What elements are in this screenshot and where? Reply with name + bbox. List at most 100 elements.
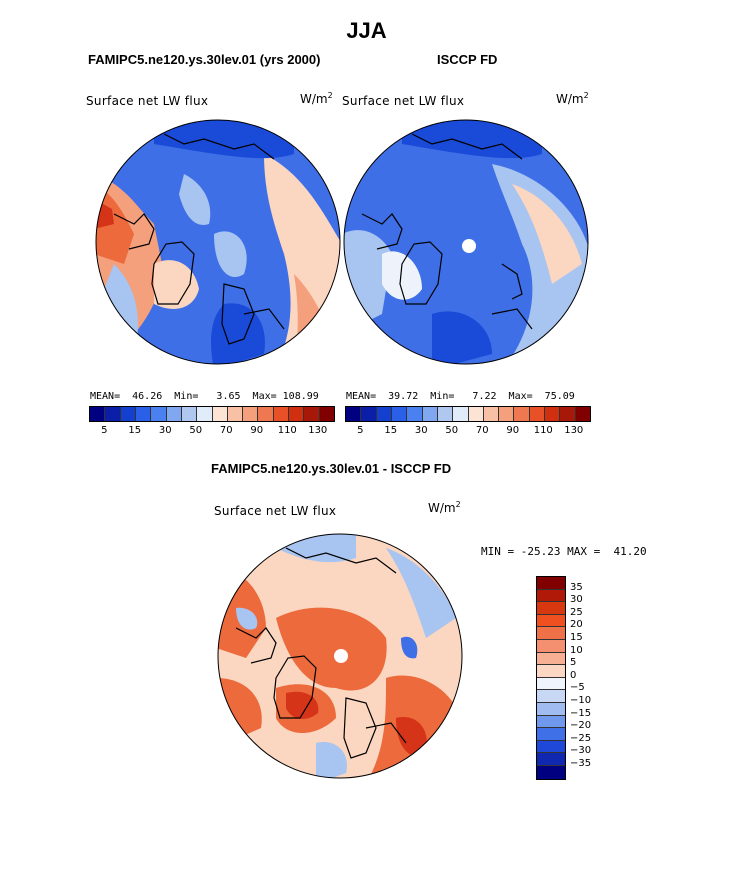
colorbar-swatch [537, 728, 565, 741]
colorbar-tick-label: 70 [475, 425, 489, 436]
diff-colorbar [536, 576, 566, 780]
colorbar-swatch [537, 765, 565, 779]
right-variable-label: Surface net LW flux [342, 94, 465, 108]
colorbar-tick-label: 30 [414, 425, 428, 436]
colorbar-swatch [273, 407, 290, 421]
colorbar-swatch [537, 702, 565, 716]
diff-units-label: W/m2 [428, 500, 461, 515]
colorbar-swatch [422, 407, 438, 421]
colorbar-swatch [212, 407, 228, 421]
left-units-label: W/m2 [300, 91, 333, 106]
colorbar-swatch [376, 407, 392, 421]
colorbar-swatch [537, 614, 565, 628]
colorbar-swatch [483, 407, 500, 421]
colorbar-swatch [537, 677, 565, 691]
colorbar-tick-label: −35 [570, 758, 592, 769]
colorbar-swatch [197, 407, 213, 421]
colorbar-tick-label: −30 [570, 745, 592, 757]
page-title: JJA [346, 18, 387, 43]
colorbar-swatch [537, 627, 565, 640]
colorbar-tick-label: 0 [570, 669, 577, 681]
colorbar-tick-label: 25 [570, 606, 583, 618]
colorbar-tick-label: 110 [277, 425, 297, 436]
colorbar-tick-label: 5 [101, 425, 108, 436]
colorbar-swatch [453, 407, 469, 421]
left-colorbar-ticks: 5 15 30 50 70 90 110 130 [89, 425, 333, 439]
colorbar-swatch [537, 665, 565, 678]
right-panel-header: ISCCP FD [437, 52, 498, 67]
diff-panel-header: FAMIPC5.ne120.ys.30lev.01 - ISCCP FD [211, 461, 452, 476]
left-polar-map [95, 119, 341, 365]
colorbar-tick-label: 90 [250, 425, 264, 436]
colorbar-swatch [560, 407, 576, 421]
diff-variable-label: Surface net LW flux [214, 504, 337, 518]
colorbar-swatch [537, 577, 565, 590]
colorbar-swatch [537, 715, 565, 729]
colorbar-tick-label: 15 [128, 425, 142, 436]
colorbar-swatch [90, 407, 106, 421]
colorbar-swatch [537, 589, 565, 603]
colorbar-tick-label: 20 [570, 619, 583, 631]
left-variable-label: Surface net LW flux [86, 94, 209, 108]
colorbar-swatch [575, 407, 590, 421]
colorbar-tick-label: −20 [570, 720, 592, 732]
colorbar-tick-label: 130 [308, 425, 328, 436]
colorbar-swatch [537, 740, 565, 754]
colorbar-tick-label: −25 [570, 732, 592, 744]
colorbar-swatch [243, 407, 259, 421]
left-colorbar [89, 406, 335, 422]
colorbar-tick-label: 50 [189, 425, 203, 436]
colorbar-swatch [537, 652, 565, 666]
colorbar-tick-label: 35 [570, 581, 583, 593]
colorbar-swatch [537, 690, 565, 703]
colorbar-tick-label: −10 [570, 695, 592, 706]
colorbar-tick-label: 90 [506, 425, 520, 436]
colorbar-tick-label: 5 [357, 425, 364, 436]
colorbar-tick-label: 110 [533, 425, 553, 436]
colorbar-swatch [537, 639, 565, 653]
colorbar-swatch [120, 407, 136, 421]
colorbar-tick-label: 10 [570, 644, 583, 656]
left-stats: MEAN= 46.26 Min= 3.65 Max= 108.99 [90, 391, 319, 402]
colorbar-tick-label: 5 [570, 657, 577, 669]
colorbar-swatch [407, 407, 423, 421]
colorbar-swatch [537, 602, 565, 615]
colorbar-swatch [361, 407, 377, 421]
colorbar-swatch [499, 407, 515, 421]
colorbar-tick-label: 30 [570, 594, 583, 606]
colorbar-swatch [514, 407, 530, 421]
right-colorbar [345, 406, 591, 422]
colorbar-tick-label: 15 [570, 632, 583, 643]
colorbar-tick-label: 15 [384, 425, 398, 436]
diff-polar-map [217, 533, 463, 779]
colorbar-tick-label: −15 [570, 707, 592, 719]
colorbar-swatch [319, 407, 334, 421]
right-stats: MEAN= 39.72 Min= 7.22 Max= 75.09 [346, 391, 575, 402]
colorbar-swatch [537, 753, 565, 766]
colorbar-tick-label: 70 [219, 425, 233, 436]
colorbar-swatch [346, 407, 362, 421]
colorbar-swatch [181, 407, 198, 421]
colorbar-swatch [151, 407, 167, 421]
colorbar-tick-label: 130 [564, 425, 584, 436]
colorbar-swatch [545, 407, 561, 421]
colorbar-tick-label: 30 [158, 425, 172, 436]
colorbar-swatch [135, 407, 152, 421]
colorbar-tick-label: −5 [570, 682, 585, 694]
right-units-label: W/m2 [556, 91, 589, 106]
colorbar-swatch [304, 407, 320, 421]
diff-minmax: MIN = -25.23 MAX = 41.20 [481, 545, 647, 558]
colorbar-swatch [529, 407, 546, 421]
colorbar-swatch [105, 407, 121, 421]
colorbar-tick-label: 50 [445, 425, 459, 436]
colorbar-swatch [437, 407, 454, 421]
diff-colorbar-ticks: 35 30 25 20 15 10 5 0 −5 −10 −15 −20 −25 −30 −35 [570, 576, 610, 780]
colorbar-swatch [166, 407, 182, 421]
colorbar-swatch [391, 407, 408, 421]
left-panel-header: FAMIPC5.ne120.ys.30lev.01 (yrs 2000) [88, 52, 321, 67]
right-colorbar-ticks: 5 15 30 50 70 90 110 130 [345, 425, 589, 439]
right-polar-map [343, 119, 589, 365]
colorbar-swatch [258, 407, 274, 421]
colorbar-swatch [289, 407, 305, 421]
colorbar-swatch [227, 407, 244, 421]
